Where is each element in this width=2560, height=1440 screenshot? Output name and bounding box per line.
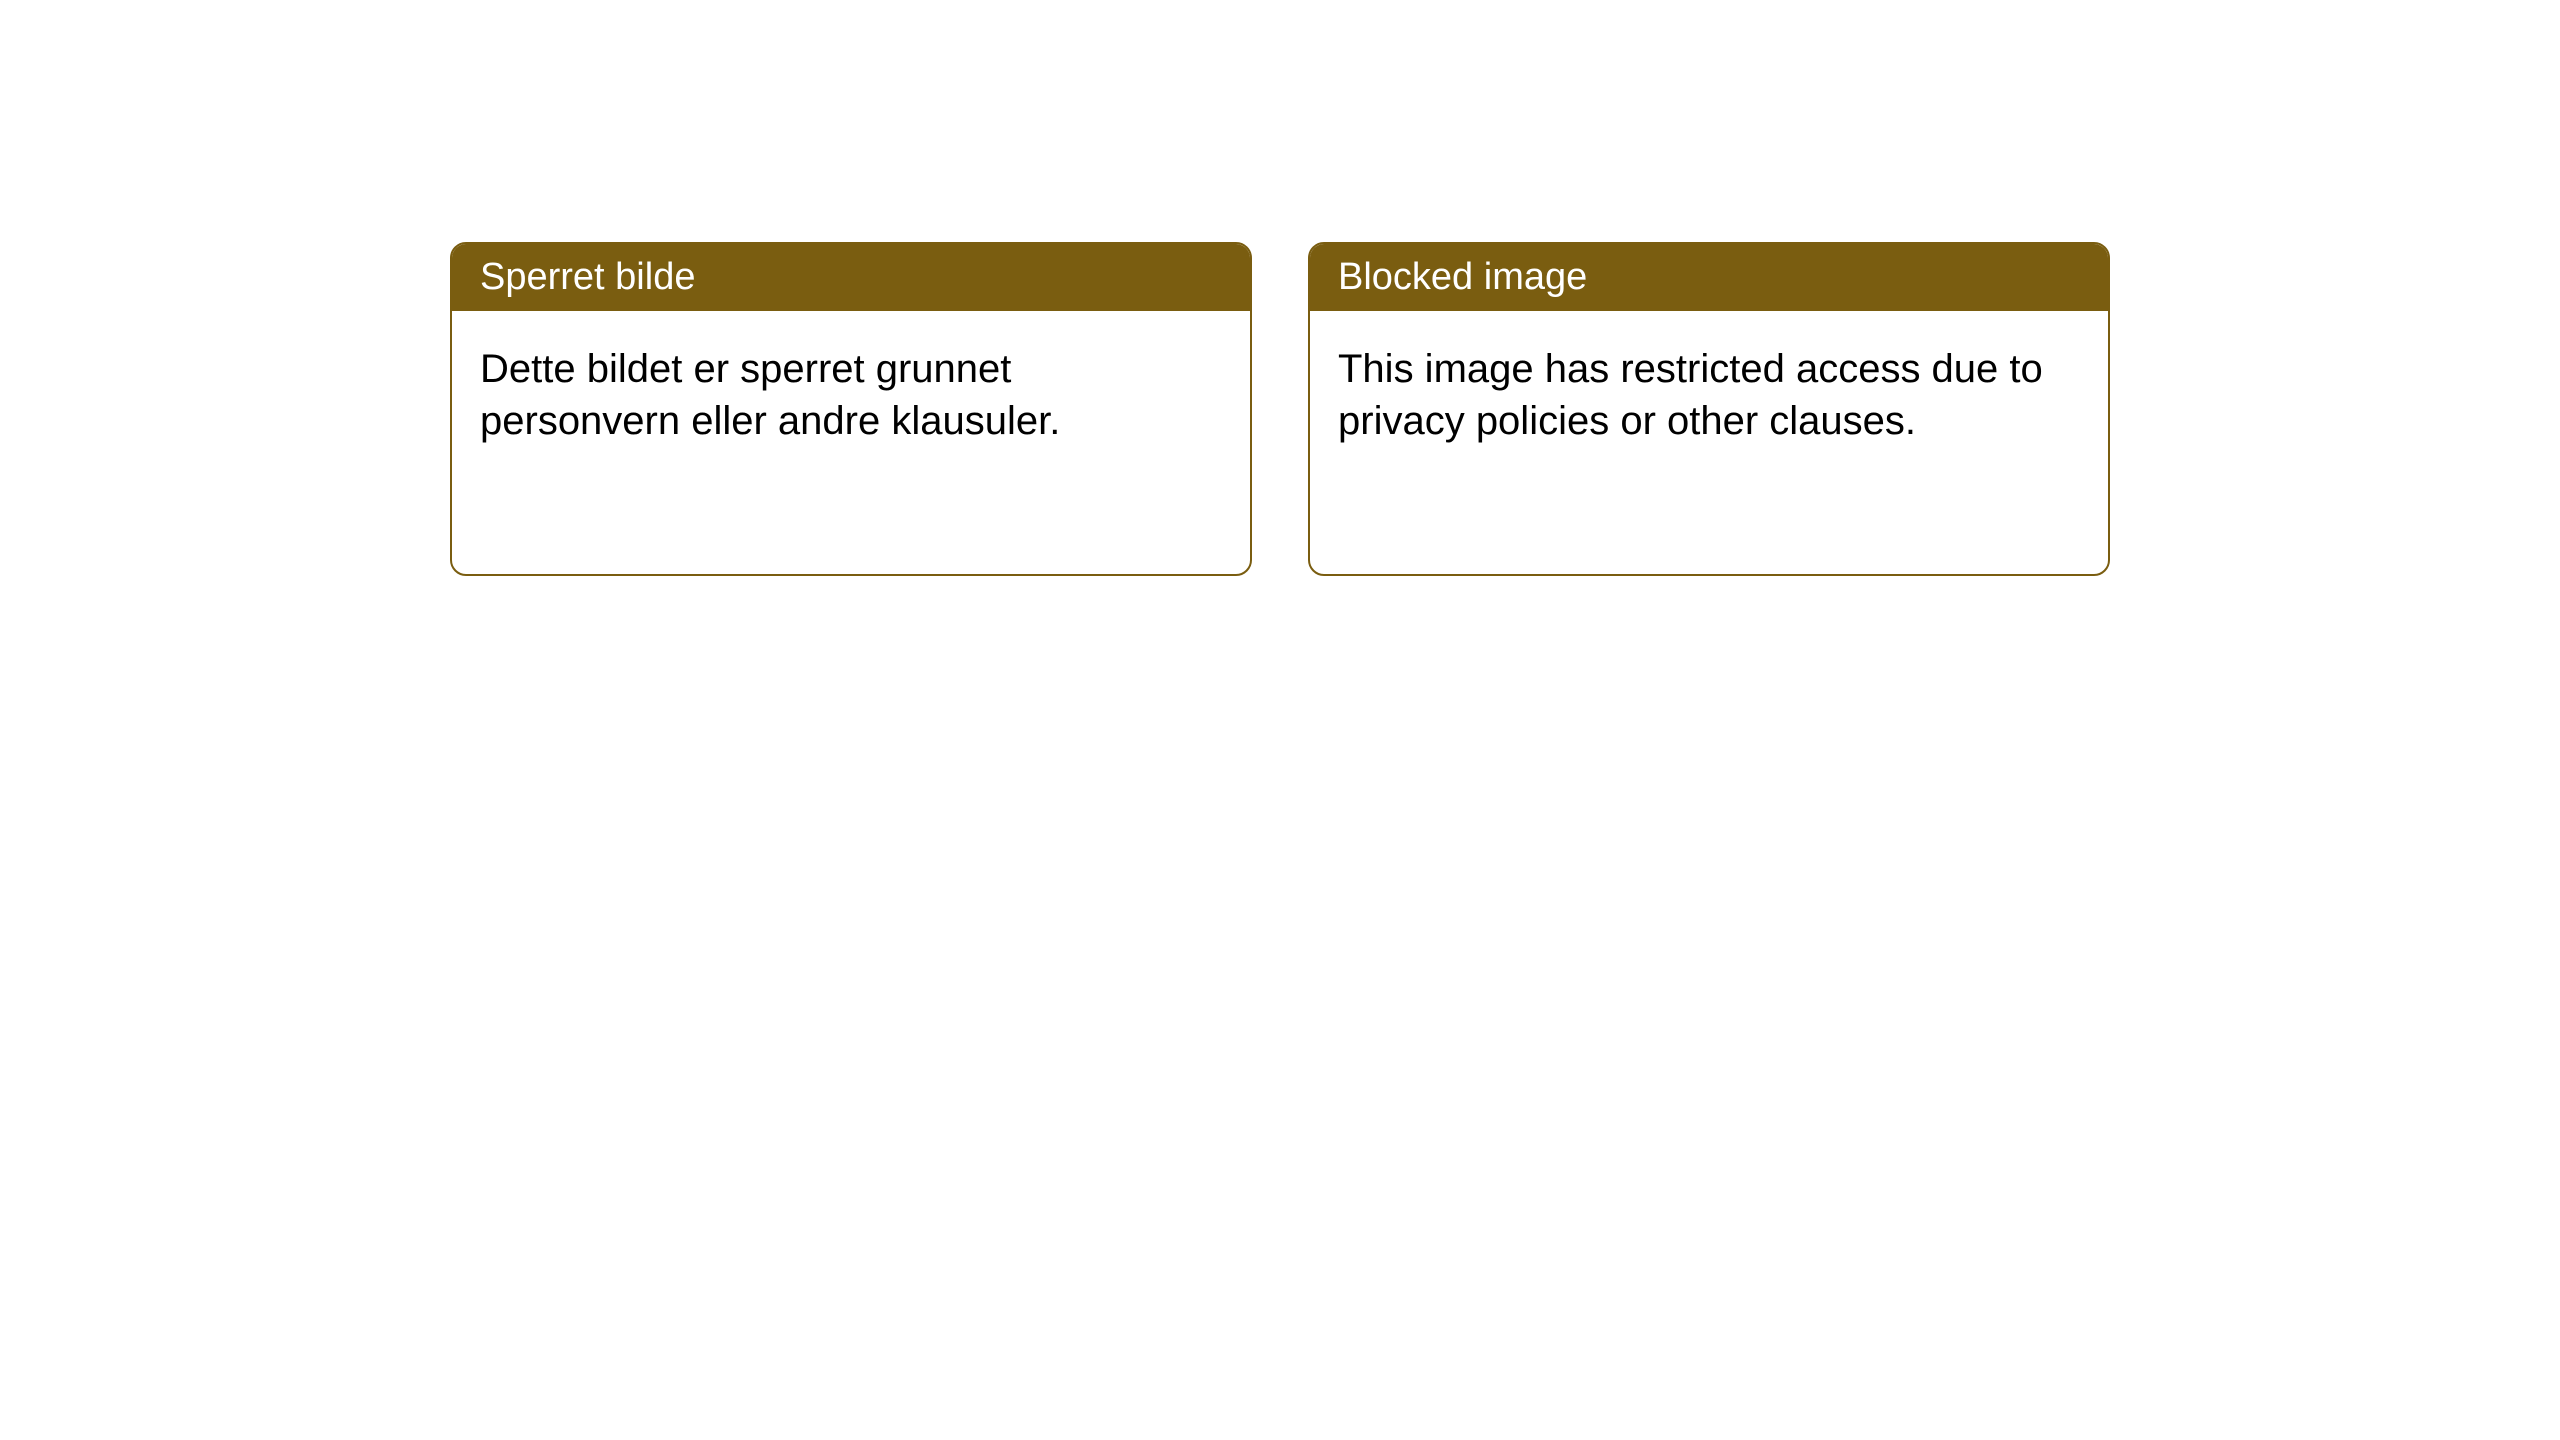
card-header: Blocked image xyxy=(1310,244,2108,311)
card-header-text: Sperret bilde xyxy=(480,256,695,298)
card-header: Sperret bilde xyxy=(452,244,1250,311)
notice-card-norwegian: Sperret bilde Dette bildet er sperret gr… xyxy=(450,242,1252,576)
notice-cards-container: Sperret bilde Dette bildet er sperret gr… xyxy=(450,242,2110,576)
card-body: Dette bildet er sperret grunnet personve… xyxy=(452,311,1250,479)
card-body-text: Dette bildet er sperret grunnet personve… xyxy=(480,347,1060,443)
card-body: This image has restricted access due to … xyxy=(1310,311,2108,479)
card-body-text: This image has restricted access due to … xyxy=(1338,347,2043,443)
card-header-text: Blocked image xyxy=(1338,256,1587,298)
notice-card-english: Blocked image This image has restricted … xyxy=(1308,242,2110,576)
